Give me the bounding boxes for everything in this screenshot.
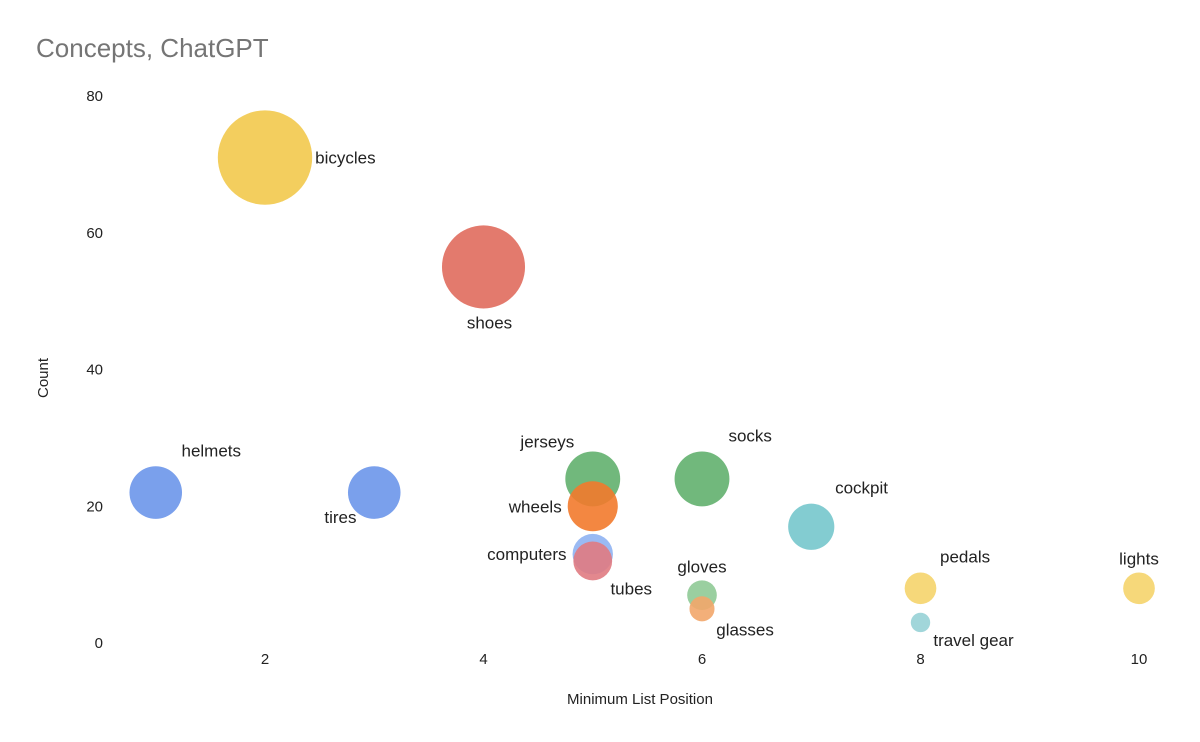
x-axis-ticks: 2 4 6 8 10 bbox=[261, 651, 1148, 668]
bubble-label-bicycles: bicycles bbox=[315, 149, 375, 168]
bubble-label-tires: tires bbox=[324, 508, 356, 527]
y-axis-label: Count bbox=[35, 357, 52, 398]
bubble-tires bbox=[347, 466, 401, 519]
bubble-lights bbox=[1123, 572, 1155, 605]
bubble-series bbox=[129, 110, 1155, 633]
x-tick-label: 2 bbox=[261, 651, 269, 668]
x-tick-label: 8 bbox=[916, 651, 924, 668]
bubble-label-gloves: gloves bbox=[677, 557, 726, 576]
bubble-label-cockpit: cockpit bbox=[835, 479, 888, 498]
bubble-label-computers: computers bbox=[487, 545, 566, 564]
bubble-tubes bbox=[573, 541, 613, 581]
bubble-glasses bbox=[689, 596, 715, 622]
y-tick-label: 40 bbox=[86, 362, 103, 379]
bubble-label-helmets: helmets bbox=[182, 441, 242, 460]
y-tick-label: 60 bbox=[86, 225, 103, 242]
bubble-socks bbox=[674, 451, 730, 507]
x-axis-label: Minimum List Position bbox=[567, 691, 713, 708]
x-tick-label: 6 bbox=[698, 651, 706, 668]
bubble-cockpit bbox=[788, 503, 835, 550]
bubble-bicycles bbox=[217, 110, 313, 205]
y-tick-label: 80 bbox=[86, 88, 103, 105]
y-tick-label: 20 bbox=[86, 498, 103, 515]
bubble-label-wheels: wheels bbox=[508, 497, 562, 516]
bubble-label-tubes: tubes bbox=[610, 579, 652, 598]
bubble-label-jerseys: jerseys bbox=[519, 432, 574, 451]
x-tick-label: 10 bbox=[1131, 651, 1148, 668]
bubble-shoes bbox=[441, 225, 526, 309]
bubble-label-travel-gear: travel gear bbox=[933, 631, 1014, 650]
bubble-label-shoes: shoes bbox=[467, 313, 512, 332]
bubble-helmets bbox=[129, 466, 183, 519]
bubble-pedals bbox=[904, 572, 937, 605]
bubble-label-lights: lights bbox=[1119, 549, 1159, 568]
bubble-label-socks: socks bbox=[728, 426, 771, 445]
bubble-wheels bbox=[567, 481, 618, 532]
y-axis-ticks: 0 20 40 60 80 bbox=[86, 88, 103, 652]
bubble-travel-gear bbox=[910, 612, 931, 633]
bubble-labels: bicycles shoes helmets tires jerseys wheels co… bbox=[182, 149, 1159, 651]
bubble-label-glasses: glasses bbox=[716, 620, 774, 639]
chart-title: Concepts, ChatGPT bbox=[36, 33, 269, 63]
x-tick-label: 4 bbox=[479, 651, 487, 668]
y-tick-label: 0 bbox=[95, 635, 103, 652]
bubble-label-pedals: pedals bbox=[940, 547, 990, 566]
